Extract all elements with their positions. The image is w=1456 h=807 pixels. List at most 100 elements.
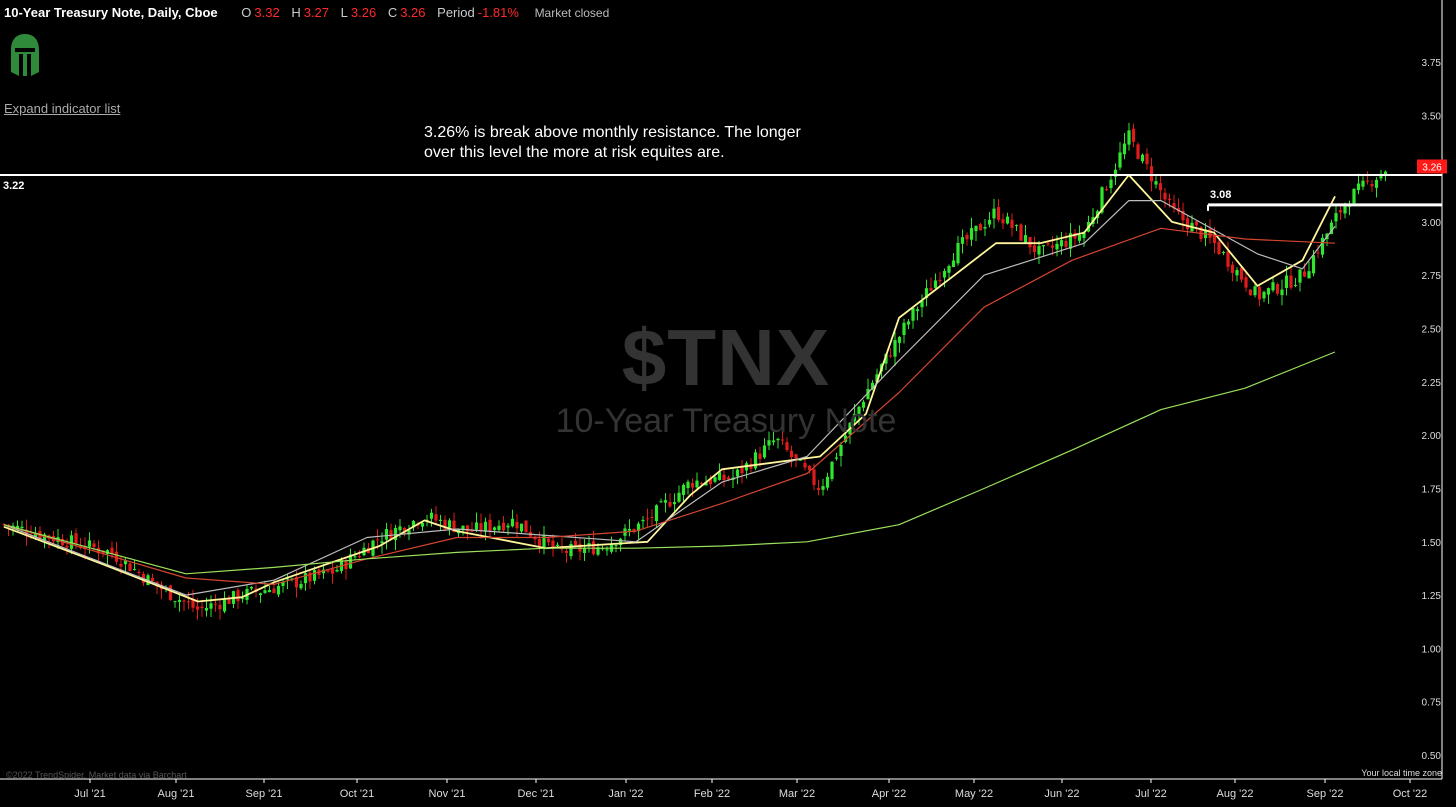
candle-body: [618, 538, 623, 546]
candle-body: [1001, 219, 1005, 224]
candle-body: [1280, 289, 1284, 296]
candle-body: [227, 598, 231, 604]
x-tick-label: Jul '22: [1135, 788, 1166, 800]
candle-body: [11, 525, 15, 528]
low-value: 3.26: [350, 5, 377, 20]
candle-body: [969, 228, 974, 240]
chart-header: 10-Year Treasury Note, Daily, Cboe O 3.32…: [4, 5, 609, 20]
candle-body: [1145, 153, 1149, 165]
candle-body: [69, 535, 74, 549]
candle-body: [1158, 183, 1163, 191]
candle-body: [974, 225, 978, 232]
candle-body: [852, 413, 857, 422]
candle-body: [983, 227, 987, 229]
candle-body: [173, 601, 177, 603]
candle-body: [1226, 251, 1230, 267]
candle-body: [128, 563, 132, 572]
x-tick-label: Aug '21: [158, 788, 195, 800]
candle-body: [942, 270, 947, 278]
candle-body: [816, 487, 821, 491]
candle-body: [758, 453, 762, 460]
low-label: L: [340, 5, 348, 20]
candle-body: [1131, 128, 1136, 142]
candle-body: [438, 519, 443, 521]
annotation-line-2: over this level the more at risk equites…: [424, 144, 725, 161]
candle-body: [474, 522, 479, 530]
candle-body: [672, 502, 677, 505]
candle-body: [717, 472, 722, 480]
candle-body: [956, 242, 960, 264]
candle-body: [119, 563, 123, 567]
candle-body: [483, 521, 488, 532]
candle-body: [380, 541, 384, 544]
candle-body: [839, 445, 843, 457]
candle-body: [83, 546, 87, 550]
candle-body: [762, 445, 767, 458]
candle-body: [546, 538, 551, 543]
period-value: -1.81%: [477, 5, 519, 20]
y-tick-label: 1.00: [1422, 644, 1442, 655]
candle-body: [938, 279, 942, 281]
y-tick-label: 3.00: [1422, 218, 1442, 229]
expand-indicator-list-link[interactable]: Expand indicator list: [4, 101, 121, 116]
candle-body: [690, 482, 695, 488]
candle-body: [614, 545, 618, 547]
candle-body: [1239, 267, 1244, 280]
candle-body: [1149, 166, 1154, 182]
candle-body: [1181, 210, 1185, 221]
spartan-helmet-logo-icon: [10, 32, 40, 83]
candle-body: [1068, 233, 1073, 249]
candle-body: [1379, 173, 1383, 179]
market-status: Market closed: [534, 6, 610, 20]
candle-body: [258, 593, 263, 596]
candle-body: [965, 234, 969, 240]
candle-body: [393, 527, 398, 541]
candle-body: [1019, 224, 1023, 241]
candle-body: [461, 525, 465, 531]
candle-body: [785, 442, 789, 451]
x-tick-label: Jun '22: [1044, 788, 1079, 800]
candle-body: [812, 469, 816, 485]
x-tick-label: Oct '22: [1393, 788, 1428, 800]
candle-body: [312, 570, 317, 581]
candle-body: [501, 522, 506, 531]
y-tick-label: 2.00: [1422, 431, 1442, 442]
candle-body: [1127, 130, 1131, 145]
candle-body: [1194, 221, 1199, 226]
candle-body: [1050, 245, 1055, 248]
candle-body: [123, 560, 128, 565]
candle-body: [753, 452, 758, 469]
candle-body: [110, 547, 114, 554]
candle-body: [803, 462, 807, 468]
candle-body: [276, 585, 281, 595]
candle-body: [902, 322, 906, 335]
x-tick-label: Oct '21: [340, 788, 375, 800]
candle-body: [834, 457, 839, 459]
candle-body: [1104, 189, 1109, 191]
x-tick-label: Apr '22: [872, 788, 907, 800]
candle-body: [150, 577, 155, 582]
candle-body: [875, 374, 879, 382]
candle-body: [1334, 213, 1338, 222]
x-tick-label: May '22: [955, 788, 993, 800]
candle-body: [1041, 245, 1046, 247]
candle-body: [1361, 180, 1365, 187]
candle-body: [429, 512, 434, 519]
close-label: C: [387, 5, 398, 20]
candle-body: [573, 540, 578, 546]
y-tick-label: 3.50: [1422, 111, 1442, 122]
candle-body: [1185, 218, 1190, 230]
candle-body: [1032, 245, 1037, 252]
candle-body: [1100, 187, 1104, 213]
candle-body: [911, 308, 915, 321]
candle-body: [1316, 252, 1320, 254]
candle-body: [686, 481, 690, 489]
candle-body: [1338, 210, 1343, 213]
candle-body: [375, 539, 380, 541]
candle-body: [1298, 269, 1302, 283]
candle-body: [1109, 179, 1113, 189]
candle-body: [681, 484, 686, 495]
candle-body: [888, 355, 893, 357]
candle-body: [20, 526, 24, 529]
